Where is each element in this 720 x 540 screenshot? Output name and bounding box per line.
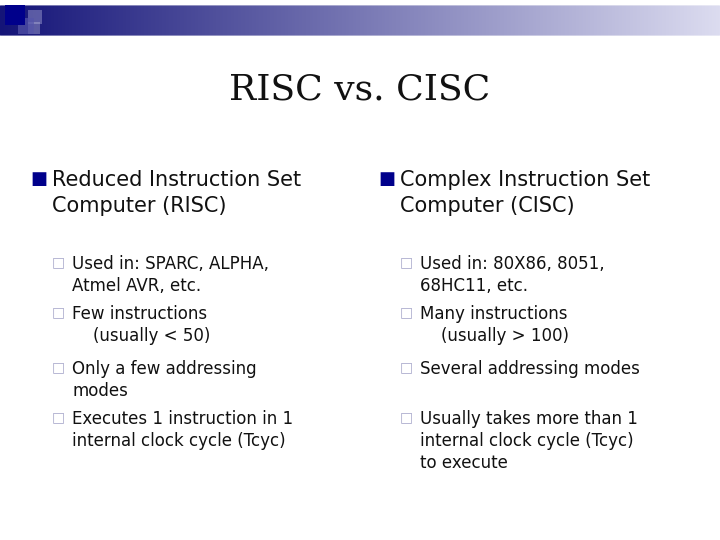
- Text: RISC vs. CISC: RISC vs. CISC: [230, 73, 490, 107]
- Text: □: □: [52, 360, 65, 374]
- Text: Only a few addressing
modes: Only a few addressing modes: [72, 360, 256, 400]
- Text: Usually takes more than 1
internal clock cycle (Tcyc)
to execute: Usually takes more than 1 internal clock…: [420, 410, 638, 472]
- Text: Used in: SPARC, ALPHA,
Atmel AVR, etc.: Used in: SPARC, ALPHA, Atmel AVR, etc.: [72, 255, 269, 295]
- Text: Many instructions
    (usually > 100): Many instructions (usually > 100): [420, 305, 569, 345]
- Bar: [28, 10, 42, 24]
- Bar: [5, 5, 25, 25]
- Text: Few instructions
    (usually < 50): Few instructions (usually < 50): [72, 305, 210, 345]
- Bar: [28, 22, 40, 34]
- Text: Complex Instruction Set
Computer (CISC): Complex Instruction Set Computer (CISC): [400, 170, 650, 215]
- Text: ■: ■: [30, 170, 47, 188]
- Text: ■: ■: [378, 170, 395, 188]
- Text: □: □: [400, 255, 413, 269]
- Text: □: □: [400, 360, 413, 374]
- Text: □: □: [52, 410, 65, 424]
- Text: Used in: 80X86, 8051,
68HC11, etc.: Used in: 80X86, 8051, 68HC11, etc.: [420, 255, 605, 295]
- Bar: [18, 18, 34, 34]
- Text: Several addressing modes: Several addressing modes: [420, 360, 640, 378]
- Text: Reduced Instruction Set
Computer (RISC): Reduced Instruction Set Computer (RISC): [52, 170, 301, 215]
- Text: □: □: [52, 305, 65, 319]
- Text: Executes 1 instruction in 1
internal clock cycle (Tcyc): Executes 1 instruction in 1 internal clo…: [72, 410, 293, 450]
- Text: □: □: [400, 410, 413, 424]
- Text: □: □: [400, 305, 413, 319]
- Text: □: □: [52, 255, 65, 269]
